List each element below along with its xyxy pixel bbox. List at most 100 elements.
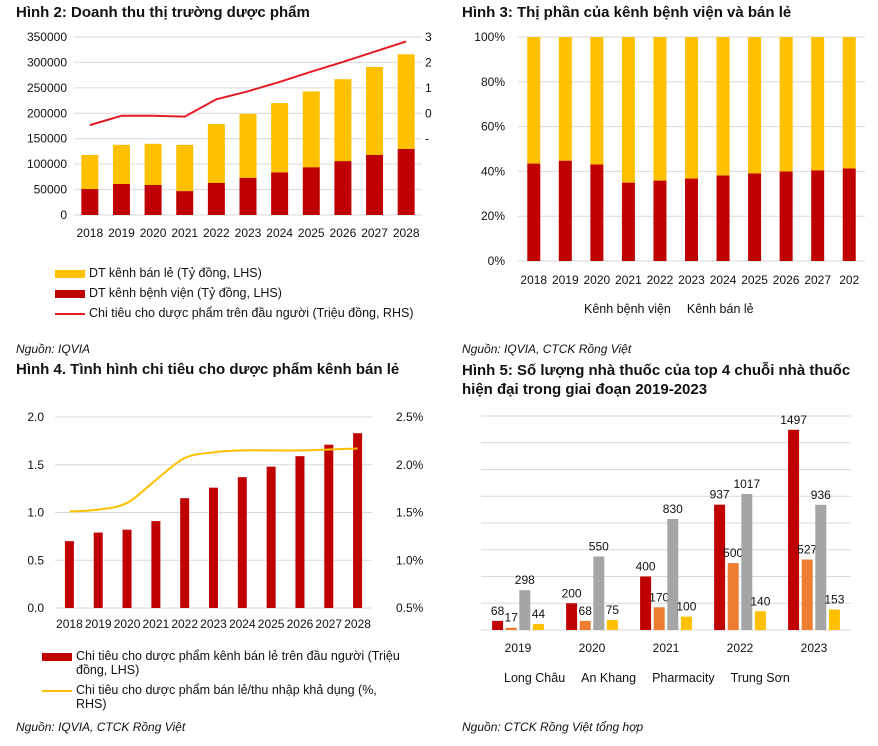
data-label: 44: [532, 607, 546, 621]
legend-label: Long Châu: [504, 671, 566, 685]
bar-hospital-share: [779, 171, 793, 261]
y-tick-label: 2.0: [27, 410, 44, 424]
y-tick-label: 100000: [27, 157, 67, 171]
y2-tick-label: 2.5%: [396, 410, 424, 424]
legend-swatch-hospital: [55, 290, 85, 298]
x-tick-label: 2026: [773, 273, 800, 287]
bar-hospital: [239, 177, 257, 215]
y2-tick-label: 2: [425, 55, 432, 69]
legend-label: DT kênh bệnh viện (Tỷ đồng, LHS): [89, 286, 282, 300]
x-tick-label: 2027: [315, 617, 342, 631]
bar-trung-son: [828, 609, 840, 630]
fig4-title: Hình 4. Tình hình chi tiêu cho dược phẩm…: [16, 361, 400, 378]
data-label: 68: [491, 604, 505, 618]
x-tick-label: 2024: [229, 617, 256, 631]
data-label: 527: [797, 543, 817, 557]
bar-retail: [366, 67, 384, 155]
bar-retail-share: [590, 37, 604, 165]
legend-swatch-spending-line: [55, 313, 85, 315]
data-label: 75: [606, 603, 620, 617]
y-tick-label: 0%: [488, 254, 506, 268]
y-tick-label: 40%: [481, 164, 505, 178]
legend-item-hospital: DT kênh bệnh viện (Tỷ đồng, LHS): [55, 286, 413, 300]
bar-pharmacity: [667, 518, 679, 630]
bar-an-khang: [801, 559, 813, 630]
bar-hospital: [334, 161, 352, 215]
bar-hospital-share: [653, 180, 667, 261]
y-tick-label: 250000: [27, 81, 67, 95]
bar-retail-share: [653, 37, 667, 181]
legend-item-retail-spending: Chi tiêu cho dược phẩm kênh bán lẻ trên …: [42, 649, 402, 677]
legend-item-trung-son: Trung Sơn: [731, 671, 790, 685]
legend-item-retail: DT kênh bán lẻ (Tỷ đồng, LHS): [55, 266, 413, 280]
bar-hospital: [366, 154, 384, 215]
legend-label: An Khang: [581, 671, 637, 685]
bar-hospital-share: [558, 160, 572, 261]
bar-retail-share: [842, 37, 856, 169]
bar-trung-son: [680, 616, 692, 630]
legend-label: Kênh bệnh viện: [584, 302, 671, 316]
data-label: 17: [505, 611, 519, 625]
data-label: 830: [663, 502, 683, 516]
bar-long-chau: [714, 504, 726, 630]
legend-label: Chi tiêu cho dược phẩm trên đầu người (T…: [89, 306, 414, 320]
x-tick-label: 2025: [741, 273, 768, 287]
x-tick-label: 2020: [584, 273, 611, 287]
bar-trung-son: [606, 619, 618, 630]
legend-label: Chi tiêu cho dược phẩm bán lẻ/thu nhập k…: [76, 683, 377, 711]
data-label: 298: [515, 573, 535, 587]
bar-retail-share: [716, 37, 730, 176]
bar-hospital: [207, 182, 225, 215]
y-tick-label: 100%: [474, 30, 505, 44]
fig5-title: Hình 5: Số lượng nhà thuốc của top 4 chu…: [462, 362, 851, 398]
bar-pharmacity: [741, 493, 753, 630]
x-tick-label: 2027: [361, 226, 388, 240]
bar-retail: [397, 54, 415, 149]
bar-hospital-share: [716, 175, 730, 261]
fig2-source: Nguồn: IQVIA: [16, 342, 91, 356]
x-tick-label: 2027: [804, 273, 831, 287]
legend-swatch-income-ratio-line: [42, 690, 72, 692]
legend-label: Kênh bán lẻ: [686, 302, 754, 316]
x-tick-label: 2025: [298, 226, 325, 240]
line-spending-income-ratio: [69, 447, 358, 513]
bar-retail-spending: [180, 498, 190, 608]
fig3-legend: Kênh bệnh viện Kênh bán lẻ: [584, 302, 770, 316]
bar-retail-share: [748, 37, 762, 174]
data-label: 400: [636, 560, 656, 574]
data-label: 200: [562, 586, 582, 600]
x-tick-label: 2023: [235, 226, 262, 240]
x-tick-label: 2018: [520, 273, 547, 287]
bar-hospital-share: [685, 178, 698, 261]
x-tick-label: 2019: [552, 273, 579, 287]
x-tick-label: 2024: [266, 226, 293, 240]
y2-tick-label: 2.0%: [396, 458, 424, 472]
x-tick-label: 2025: [258, 617, 285, 631]
bar-retail-spending: [64, 541, 74, 608]
y2-tick-label: 1.5%: [396, 506, 424, 520]
bar-retail: [334, 79, 352, 162]
legend-item-income-ratio: Chi tiêu cho dược phẩm bán lẻ/thu nhập k…: [42, 683, 402, 711]
y-tick-label: 20%: [481, 209, 505, 223]
data-label: 550: [589, 539, 609, 553]
bar-retail-spending: [209, 487, 218, 608]
x-tick-label: 2028: [344, 617, 371, 631]
bar-retail-spending: [93, 532, 103, 608]
legend-label: DT kênh bán lẻ (Tỷ đồng, LHS): [89, 266, 262, 280]
fig5-legend: Long Châu An Khang Pharmacity Trung Sơn: [504, 671, 806, 685]
bar-hospital: [397, 148, 415, 215]
bar-an-khang: [727, 563, 739, 630]
fig2-title: Hình 2: Doanh thu thị trường dược phẩm: [16, 4, 310, 21]
bar-hospital-share: [590, 164, 604, 261]
bar-hospital: [271, 172, 289, 215]
data-label: 100: [676, 600, 696, 614]
x-tick-label: 2022: [727, 641, 754, 655]
bar-retail: [176, 144, 194, 192]
legend-item-an-khang: An Khang: [581, 671, 636, 685]
bar-retail: [144, 143, 162, 185]
legend-item-hospital: Kênh bệnh viện: [584, 302, 671, 316]
bar-hospital-share: [621, 182, 635, 261]
bar-retail-share: [527, 37, 541, 164]
fig2-legend: DT kênh bán lẻ (Tỷ đồng, LHS) DT kênh bệ…: [55, 266, 413, 326]
x-tick-label: 2023: [801, 641, 828, 655]
